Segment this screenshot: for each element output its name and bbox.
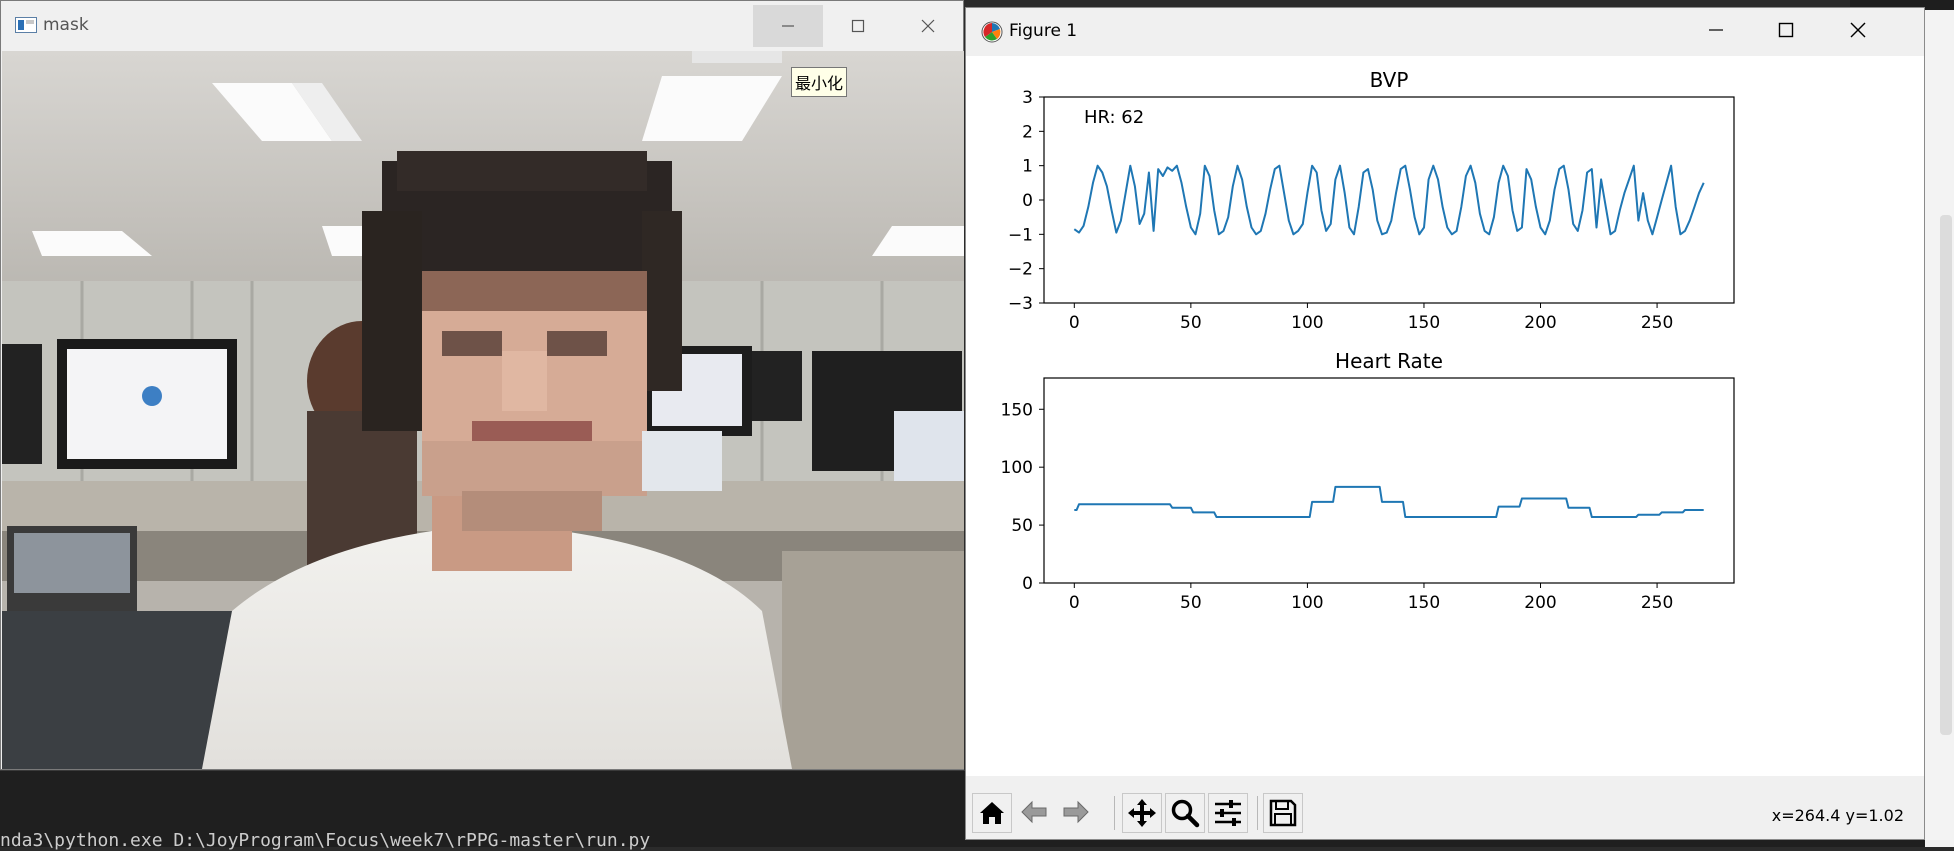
zoom-button[interactable]	[1165, 793, 1205, 833]
figure-canvas[interactable]: BVP 0 50 100 150 200 250 −3 −2 −1 0 1 2 3 HR: 62 Heart …	[966, 56, 1924, 776]
minimize-icon	[782, 25, 794, 27]
x-tick-label: 250	[1641, 313, 1673, 333]
mask-window-title: mask	[43, 15, 89, 35]
minimize-icon	[1709, 29, 1723, 31]
figure-plot-svg[interactable]: BVP 0 50 100 150 200 250 −3 −2 −1 0 1 2 3 HR: 62 Heart …	[966, 56, 1924, 776]
chart-1-title: Heart Rate	[1335, 349, 1443, 373]
chart-1-series-line	[1074, 485, 1704, 518]
x-tick-label: 200	[1524, 593, 1556, 613]
back-arrow-icon	[1021, 800, 1047, 824]
chart-0-annotation: HR: 62	[1084, 107, 1144, 128]
save-icon	[1269, 799, 1297, 827]
x-tick-label: 50	[1180, 313, 1202, 333]
chart-0-title: BVP	[1370, 68, 1409, 92]
subplots-config-button[interactable]	[1208, 793, 1248, 833]
x-tick-label: 200	[1524, 313, 1556, 333]
figure-maximize-button[interactable]	[1750, 8, 1820, 52]
close-icon	[1850, 22, 1866, 38]
background-scrollbar[interactable]	[1940, 215, 1952, 735]
y-tick-label: 0	[1022, 191, 1033, 211]
matplotlib-figure-icon	[981, 21, 1003, 43]
toolbar-separator	[1257, 796, 1258, 830]
figure-close-button[interactable]	[1822, 8, 1892, 52]
home-button[interactable]	[972, 793, 1012, 833]
y-tick-label: −3	[1008, 294, 1033, 314]
home-icon	[980, 802, 1004, 824]
pan-icon	[1128, 799, 1156, 827]
x-tick-label: 0	[1069, 593, 1080, 613]
mask-close-button[interactable]	[893, 5, 963, 47]
background-taskbar-edge	[1850, 0, 1954, 10]
figure-minimize-button[interactable]	[1680, 8, 1750, 52]
x-tick-label: 100	[1291, 593, 1323, 613]
cursor-coordinates: x=264.4 y=1.02	[1771, 806, 1904, 825]
mask-window[interactable]: mask	[0, 0, 964, 770]
x-tick-label: 0	[1069, 313, 1080, 333]
back-button[interactable]	[1015, 793, 1055, 833]
forward-button[interactable]	[1057, 793, 1097, 833]
figure-window[interactable]: Figure 1 BVP 0 50 100 150 200 250 −3 −2 −1 0 1 2 3 HR:…	[965, 7, 1925, 840]
mask-maximize-button[interactable]	[823, 5, 893, 47]
y-tick-label: −1	[1008, 225, 1033, 245]
x-tick-label: 250	[1641, 593, 1673, 613]
forward-arrow-icon	[1063, 800, 1089, 824]
mask-titlebar[interactable]: mask	[1, 1, 963, 51]
chart-0-series-line	[1073, 164, 1705, 236]
camera-scene	[2, 51, 964, 769]
y-tick-label: 0	[1022, 574, 1033, 594]
subplots-config-icon	[1215, 800, 1241, 826]
terminal-command-line: nda3\python.exe D:\JoyProgram\Focus\week…	[0, 830, 651, 851]
y-tick-label: 150	[1001, 400, 1033, 420]
minimize-tooltip: 最小化	[791, 67, 848, 97]
y-tick-label: 50	[1011, 516, 1033, 536]
navigation-toolbar: x=264.4 y=1.02	[966, 776, 1924, 839]
y-tick-label: −2	[1008, 260, 1033, 280]
opencv-window-icon	[15, 17, 37, 33]
close-icon	[921, 19, 935, 33]
x-tick-label: 100	[1291, 313, 1323, 333]
chart-1-axes: Heart Rate 0 50 100 150 200 250 0 50 100 150	[1001, 349, 1735, 613]
pan-button[interactable]	[1122, 793, 1162, 833]
maximize-icon	[851, 19, 865, 33]
chart-1-frame	[1043, 377, 1735, 584]
toolbar-separator	[1114, 796, 1115, 830]
x-tick-label: 150	[1408, 313, 1440, 333]
y-tick-label: 3	[1022, 88, 1033, 108]
x-tick-label: 150	[1408, 593, 1440, 613]
figure-titlebar[interactable]: Figure 1	[966, 8, 1924, 56]
save-button[interactable]	[1263, 793, 1303, 833]
maximize-icon	[1778, 22, 1794, 38]
chart-0-axes: BVP 0 50 100 150 200 250 −3 −2 −1 0 1 2 3 HR: 62	[1008, 68, 1735, 333]
y-tick-label: 100	[1001, 458, 1033, 478]
terminal-divider	[0, 770, 965, 771]
x-tick-label: 50	[1180, 593, 1202, 613]
y-tick-label: 1	[1022, 157, 1033, 177]
camera-feed-image	[2, 51, 964, 769]
chart-0-frame	[1043, 96, 1735, 304]
mask-minimize-button[interactable]	[753, 5, 823, 47]
figure-window-title: Figure 1	[1009, 21, 1078, 41]
y-tick-label: 2	[1022, 122, 1033, 142]
zoom-icon	[1171, 799, 1200, 828]
